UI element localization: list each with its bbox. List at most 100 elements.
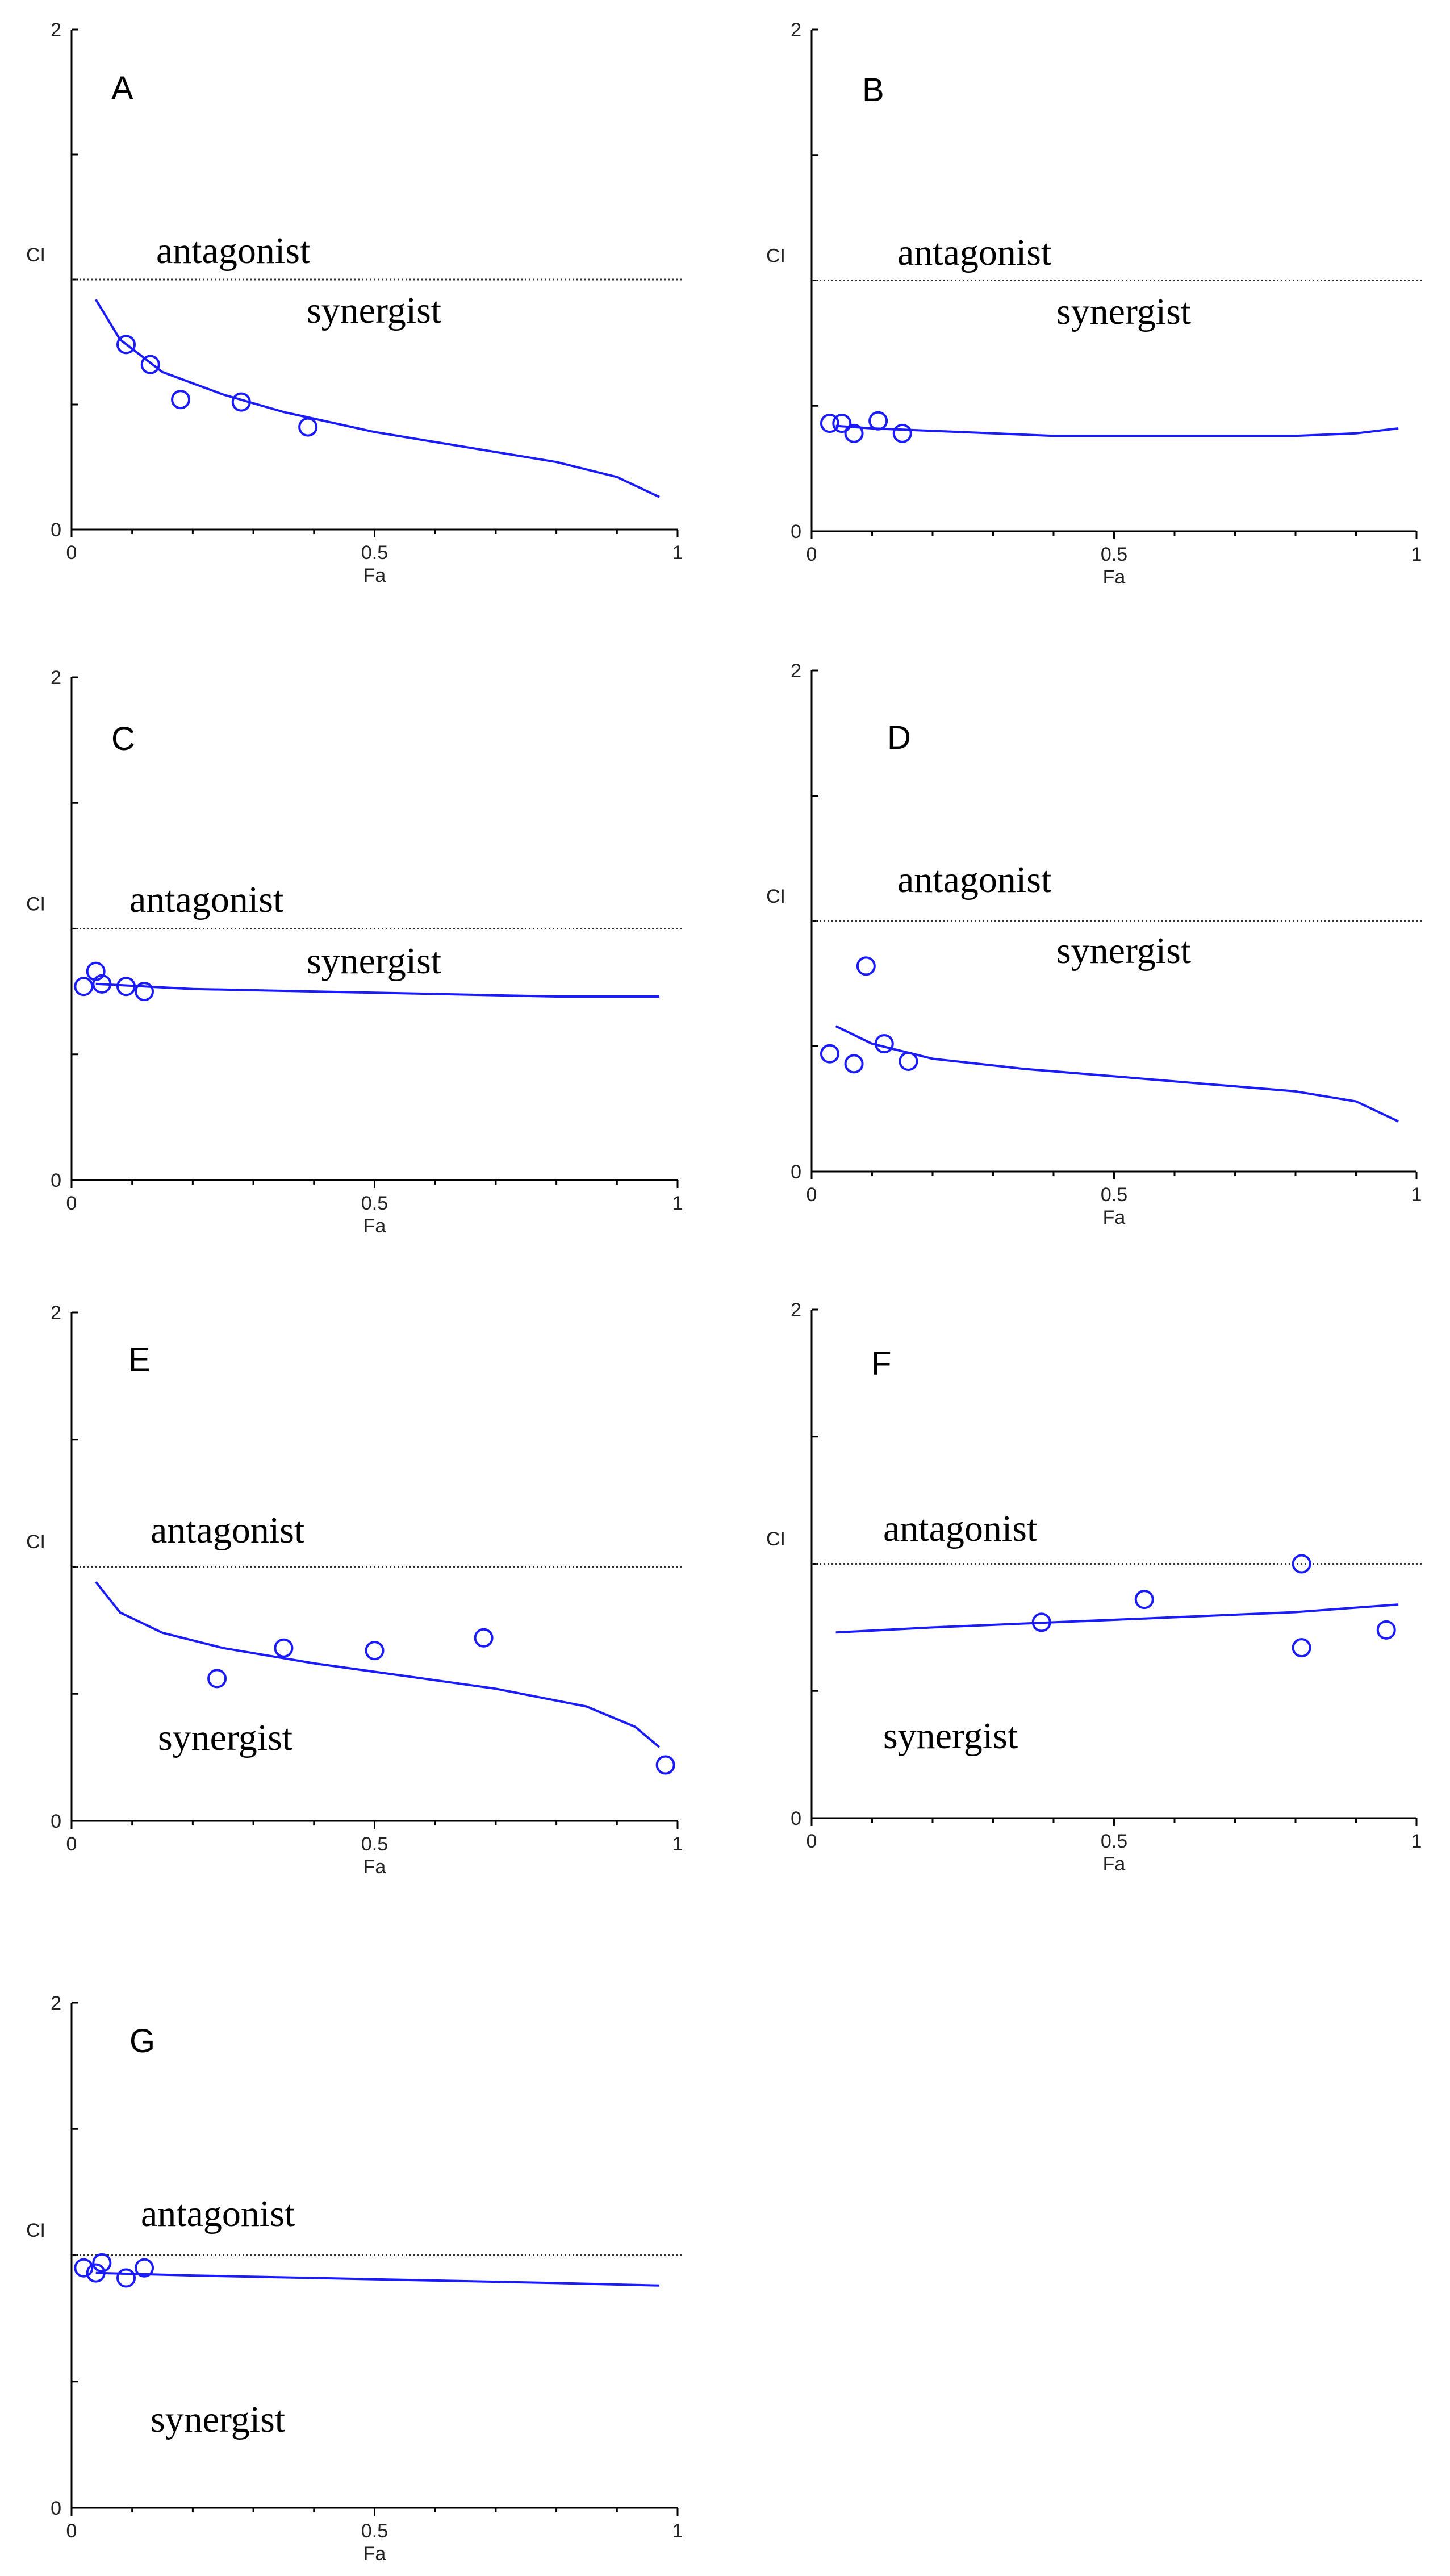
x-tick-label: 1 [672, 542, 683, 564]
y-tick-label: 2 [51, 1993, 61, 2014]
x-tick-label: 0.5 [1101, 544, 1127, 565]
y-axis-title: CI [26, 244, 45, 266]
ci-data-point [116, 2268, 136, 2288]
ci-data-point [844, 423, 864, 443]
y-tick-label: 0 [791, 521, 801, 543]
ci-data-point [274, 1638, 294, 1658]
ci-fit-curve [94, 299, 660, 498]
antagonist-label: antagonist [156, 230, 310, 272]
ci-data-point [74, 977, 94, 997]
panel-letter: D [887, 719, 911, 756]
ci-data-point [116, 977, 136, 997]
y-tick-label: 0 [51, 2498, 61, 2519]
y-tick-label: 0 [51, 1811, 61, 1832]
x-tick-label: 0 [66, 1193, 77, 1214]
ci-data-point [1031, 1612, 1051, 1632]
ci-data-point [1292, 1638, 1311, 1658]
ci-fit-curve [835, 424, 1399, 437]
ci-data-point [86, 961, 106, 981]
ci-data-point [868, 411, 888, 431]
antagonist-label: antagonist [897, 232, 1051, 273]
ci-data-point [116, 335, 136, 355]
y-axis-title: CI [766, 245, 785, 266]
antagonist-label: antagonist [897, 859, 1051, 901]
x-tick-label: 0.5 [1101, 1831, 1127, 1852]
synergist-label: synergist [151, 2399, 285, 2440]
x-tick-label: 1 [672, 2520, 683, 2542]
panel-letter: E [128, 1341, 151, 1378]
x-tick-label: 1 [1411, 544, 1422, 565]
x-tick-label: 0 [66, 2520, 77, 2542]
synergist-label: synergist [1056, 930, 1191, 972]
x-axis-title: Fa [363, 1215, 386, 1237]
y-axis-title: CI [766, 886, 785, 907]
antagonist-label: antagonist [151, 1510, 304, 1551]
ci-data-point [1292, 1554, 1311, 1574]
x-axis-title: Fa [363, 565, 386, 586]
ci-data-point [899, 1051, 918, 1071]
ci-data-point [207, 1669, 227, 1689]
ci-data-point [844, 1054, 864, 1074]
ci-data-point [892, 423, 912, 443]
y-tick-label: 2 [51, 19, 61, 41]
y-tick-label: 2 [791, 660, 801, 682]
y-tick-label: 0 [51, 1170, 61, 1191]
synergist-label: synergist [1056, 291, 1191, 332]
panel-letter: B [862, 72, 884, 109]
x-tick-label: 0 [66, 542, 77, 564]
y-axis-title: CI [766, 1528, 785, 1550]
y-tick-label: 0 [791, 1161, 801, 1183]
ci-data-point [86, 2263, 106, 2283]
x-tick-label: 0 [807, 544, 817, 565]
y-tick-label: 0 [791, 1808, 801, 1829]
ci-data-point [74, 2258, 94, 2278]
x-tick-label: 1 [1411, 1184, 1422, 1206]
ci-data-point [820, 1044, 839, 1064]
ci-data-point [874, 1034, 894, 1054]
ci-data-point [832, 414, 852, 433]
ci-fit-curve [95, 982, 659, 998]
x-axis-title: Fa [1103, 1207, 1126, 1228]
ci-data-point [135, 982, 154, 1002]
x-tick-label: 1 [672, 1193, 683, 1214]
panel-letter: G [129, 2023, 155, 2060]
synergist-label: synergist [307, 940, 441, 982]
synergist-label: synergist [883, 1715, 1018, 1757]
x-axis-title: Fa [363, 1856, 386, 1878]
ci-data-point [140, 355, 160, 374]
panel-letter: C [111, 720, 135, 757]
ci-fit-curve [835, 1603, 1399, 1634]
x-axis-title: Fa [1103, 566, 1126, 588]
x-tick-label: 0.5 [361, 1193, 388, 1214]
y-tick-label: 2 [51, 667, 61, 689]
x-axis-title: Fa [363, 2543, 386, 2565]
ci-fit-curve [95, 1581, 661, 1748]
ci-data-point [474, 1628, 494, 1648]
panel-letter: F [871, 1345, 891, 1382]
ci-data-point [1134, 1590, 1154, 1610]
x-tick-label: 0.5 [361, 1833, 388, 1855]
ci-data-point [655, 1755, 675, 1775]
ci-data-point [856, 956, 876, 976]
antagonist-label: antagonist [129, 879, 283, 920]
y-tick-label: 0 [51, 519, 61, 541]
ci-fit-curve [835, 1025, 1399, 1123]
x-tick-label: 1 [672, 1833, 683, 1855]
y-axis-title: CI [26, 1531, 45, 1553]
ci-data-point [135, 2258, 154, 2278]
ci-data-point [1376, 1620, 1396, 1640]
x-tick-label: 0.5 [361, 542, 388, 564]
ci-data-point [171, 390, 191, 410]
ci-data-point [231, 392, 251, 412]
ci-fit-curve [95, 2271, 660, 2287]
x-tick-label: 0 [66, 1833, 77, 1855]
ci-data-point [298, 417, 318, 437]
